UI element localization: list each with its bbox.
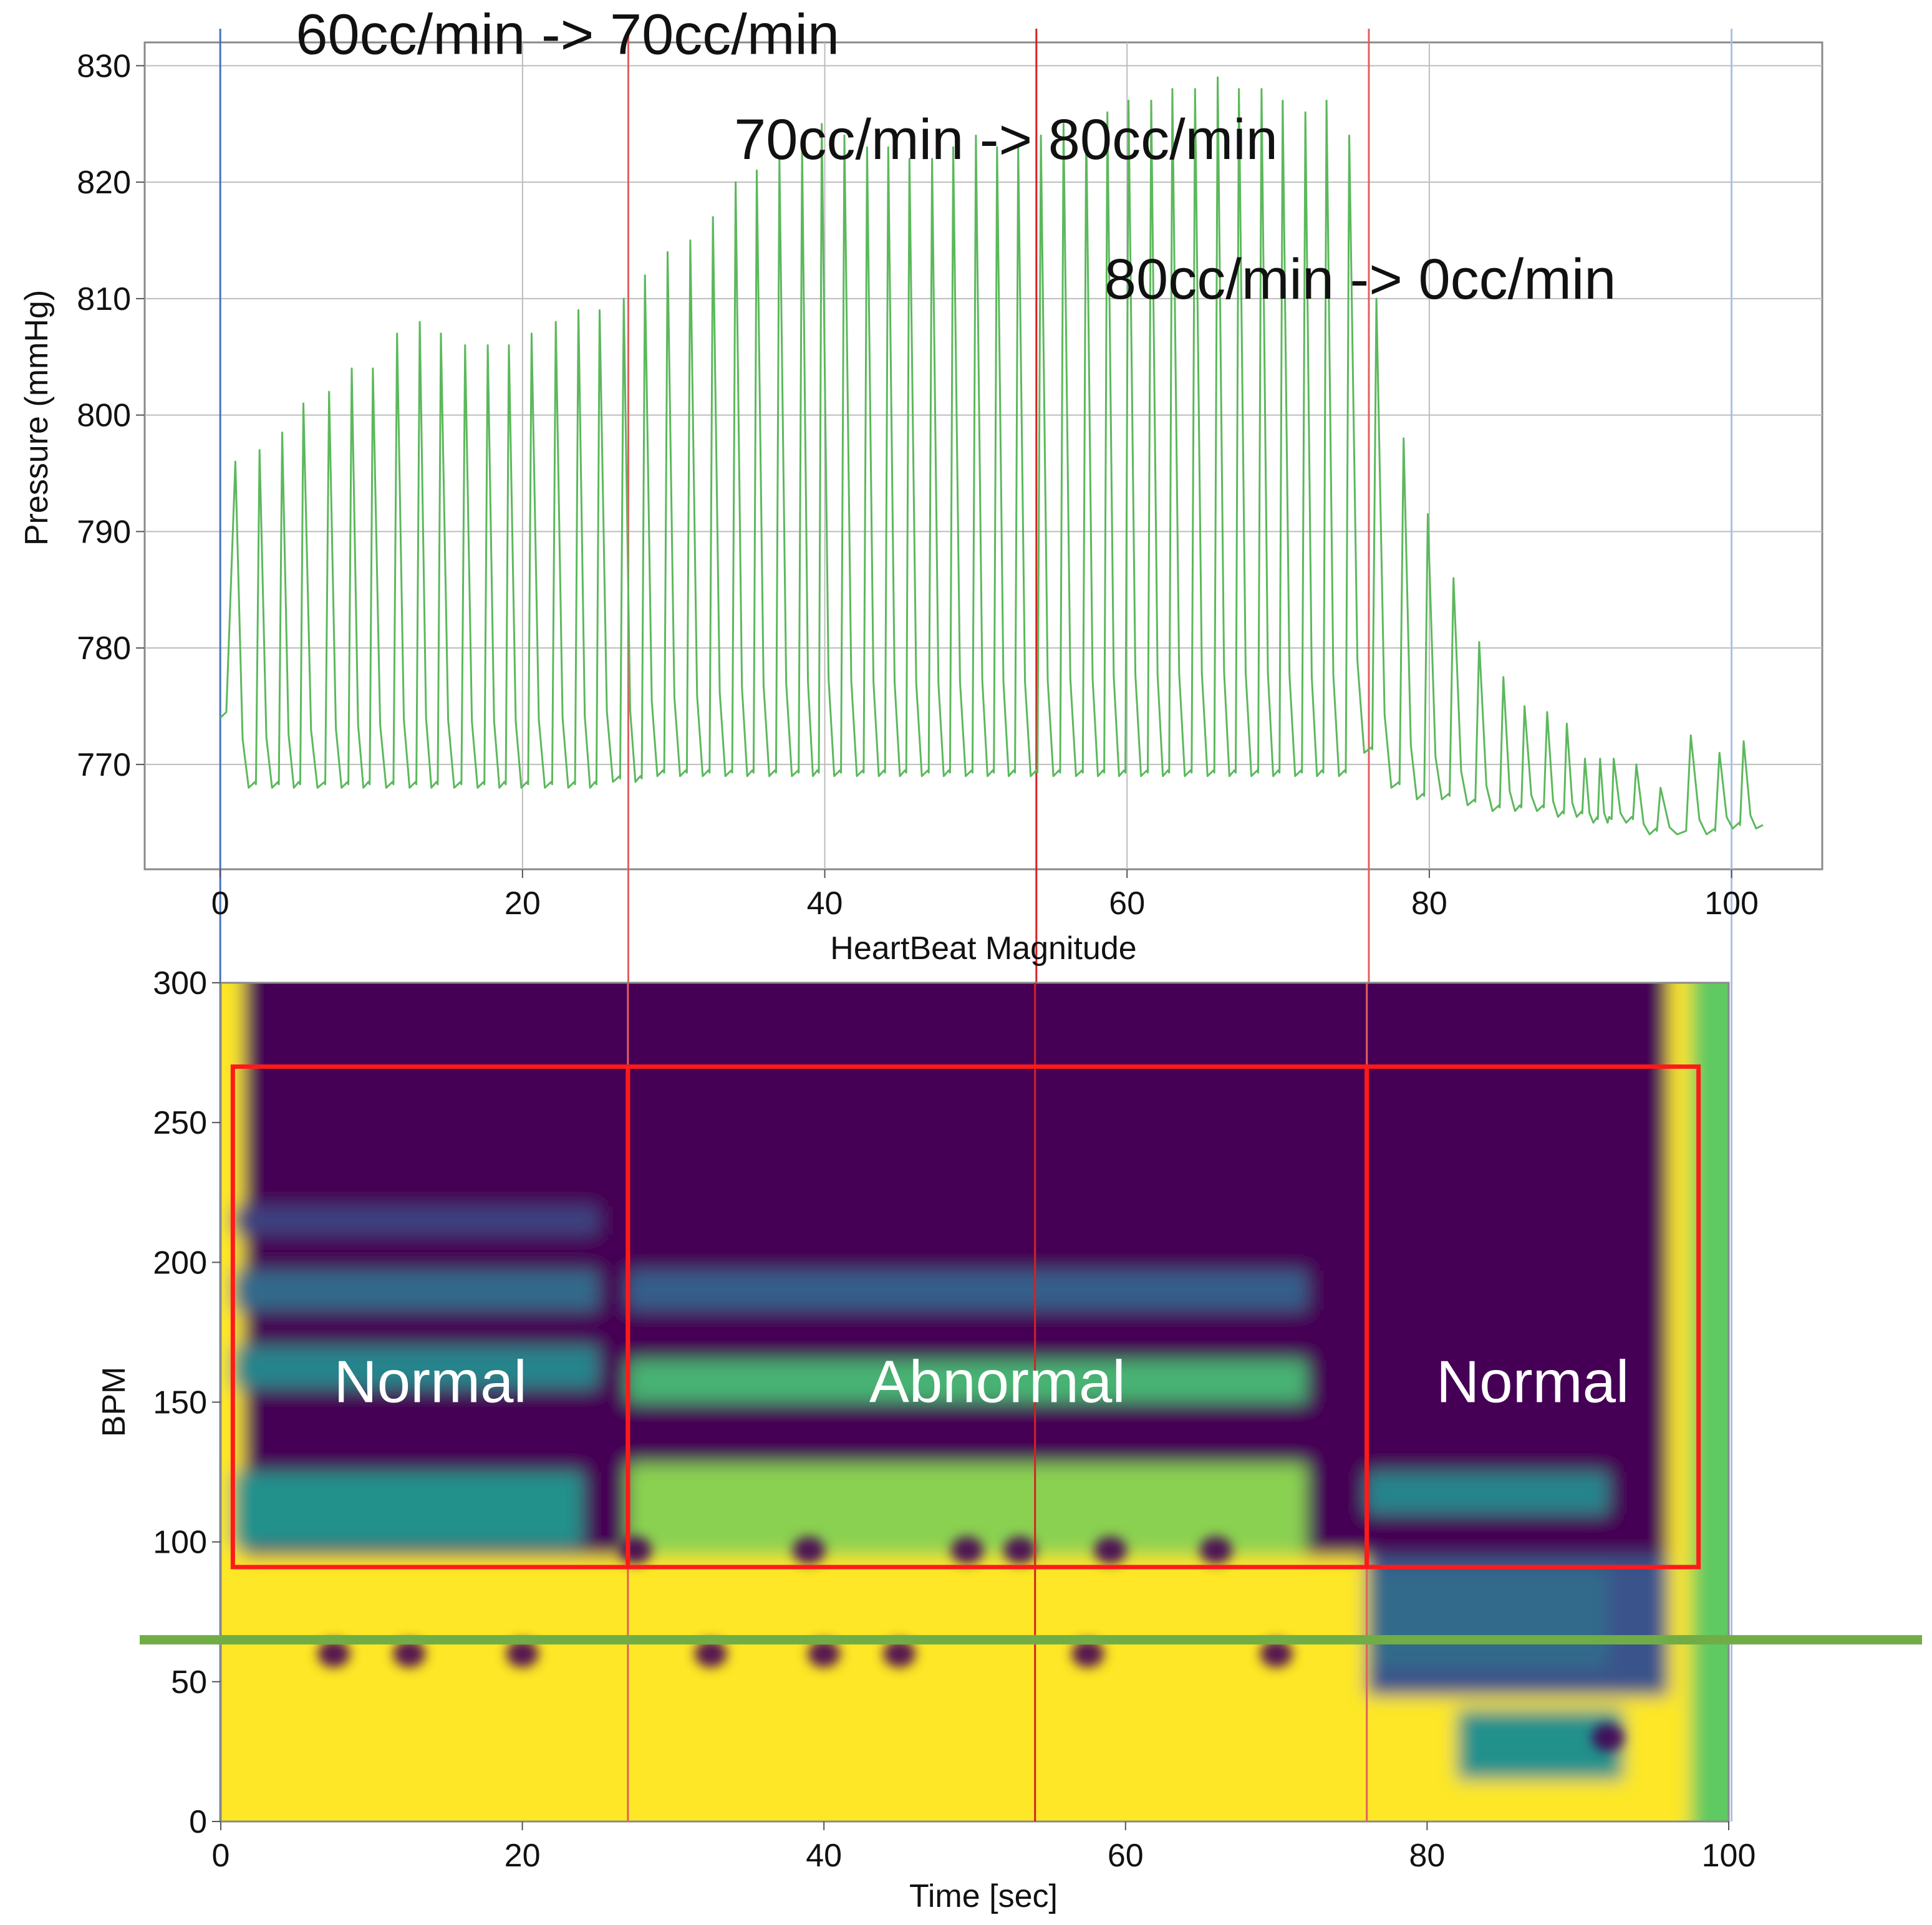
heatmap-spot-6 (1071, 1640, 1104, 1667)
heatmap-spot-12 (1094, 1537, 1127, 1565)
heatmap-spot-14 (1591, 1724, 1625, 1752)
line-x-tick-label: 60 (1109, 885, 1145, 922)
line-plot-area (143, 41, 1823, 871)
heatmap-band-1 (233, 1270, 598, 1310)
line-y-tick-label: 800 (77, 398, 131, 434)
line-y-tick-label: 790 (77, 514, 131, 550)
flow-annotation-0: 60cc/min -> 70cc/min (296, 3, 839, 67)
line-x-tick-label: 100 (1704, 885, 1759, 922)
line-y-tick-labels: 770 780 790 800 810 820 830 (77, 48, 145, 783)
heatmap-x-tick-label: 20 (505, 1838, 541, 1874)
line-y-tick-label: 770 (77, 747, 131, 783)
region-label-1: Abnormal (869, 1349, 1126, 1416)
line-x-tick-label: 0 (211, 885, 229, 922)
line-y-tick-label: 780 (77, 630, 131, 667)
heatmap-spot-0 (317, 1640, 350, 1667)
heatmap-band-3 (233, 1472, 583, 1548)
heatmap-region-boxes: Normal Abnormal Normal (230, 1064, 1701, 1570)
heatmap-x-tick-label: 60 (1108, 1838, 1144, 1874)
heatmap-y-tick-label: 0 (189, 1804, 207, 1840)
heatmap-y-tick-label: 200 (153, 1245, 207, 1281)
heatmap-spot-11 (1003, 1537, 1036, 1565)
heatmap-y-tick-label: 250 (153, 1105, 207, 1141)
line-x-tick-label: 20 (505, 885, 541, 922)
region-label-0: Normal (334, 1349, 526, 1416)
heatmap-x-tick-label: 80 (1409, 1838, 1445, 1874)
heatmap-x-tick-label: 0 (212, 1838, 230, 1874)
heatmap-band-5 (627, 1270, 1307, 1310)
heatmap-band-8 (1366, 1570, 1608, 1668)
flow-rate-annotations: 60cc/min -> 70cc/min 70cc/min -> 80cc/min… (296, 3, 1616, 311)
flow-annotation-1: 70cc/min -> 80cc/min (734, 108, 1278, 171)
heatmap-y-tick-label: 50 (171, 1664, 207, 1701)
heatmap-band-0 (233, 1346, 598, 1389)
line-x-tick-label: 80 (1411, 885, 1447, 922)
heatmap-y-tick-labels: 0 50 100 150 200 250 300 (153, 965, 221, 1840)
region-box-2 (1364, 1064, 1701, 1570)
heatmap-band-2 (233, 1206, 598, 1235)
region-label-2: Normal (1436, 1349, 1629, 1416)
heatmap-y-axis-label: BPM (96, 1367, 132, 1437)
heatmap-spot-7 (1260, 1640, 1293, 1667)
heatmap-spot-4 (808, 1640, 841, 1667)
heatmap-spot-3 (694, 1640, 727, 1667)
heatmap-spot-1 (393, 1640, 426, 1667)
line-y-axis-label: Pressure (mmHg) (19, 290, 55, 546)
heatmap-spot-13 (1199, 1537, 1232, 1565)
heatmap-x-tick-label: 40 (806, 1838, 842, 1874)
heatmap-y-tick-label: 100 (153, 1525, 207, 1561)
line-x-axis-label: HeartBeat Magnitude (830, 930, 1136, 967)
heatmap-spot-5 (883, 1640, 916, 1667)
heatmap-x-tick-labels: 0 20 40 60 80 100 (212, 1821, 1756, 1874)
bpm-heatmap: Normal Abnormal Normal 0 20 40 60 80 100 0 50 100… (96, 965, 1922, 1914)
pressure-line-chart: 0 20 40 60 80 100 770 780 790 800 810 820 830 Heart… (19, 3, 1823, 1821)
heatmap-high-bpm-field (243, 983, 1669, 1556)
heatmap-band-7 (1366, 1472, 1608, 1514)
heatmap-spot-10 (950, 1537, 983, 1565)
line-y-tick-label: 810 (77, 281, 131, 317)
heatmap-y-tick-label: 150 (153, 1385, 207, 1421)
pressure-series-line (220, 76, 1764, 836)
heatmap-image (221, 983, 1729, 1821)
heatmap-x-tick-label: 100 (1702, 1838, 1756, 1874)
line-x-tick-label: 40 (807, 885, 843, 922)
heatmap-band-4 (627, 1360, 1307, 1402)
line-x-tick-labels: 0 20 40 60 80 100 (211, 869, 1759, 922)
line-y-tick-label: 830 (77, 48, 131, 84)
line-y-tick-label: 820 (77, 165, 131, 201)
heatmap-spot-9 (793, 1537, 826, 1565)
heatmap-spot-8 (619, 1537, 652, 1565)
heatmap-x-axis-label: Time [sec] (909, 1878, 1058, 1914)
flow-annotation-2: 80cc/min -> 0cc/min (1104, 248, 1616, 311)
heatmap-spot-2 (506, 1640, 539, 1667)
heatmap-y-tick-label: 300 (153, 965, 207, 1001)
heatmap-dark-spots (317, 1537, 1625, 1752)
